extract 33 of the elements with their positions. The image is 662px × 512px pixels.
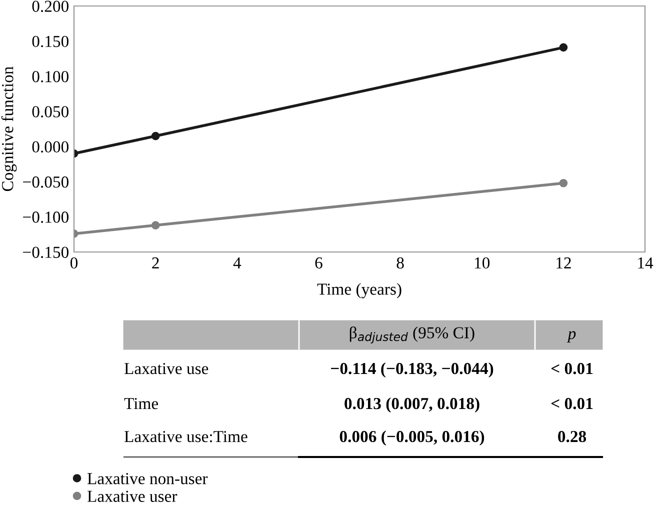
x-tick-label: 6 bbox=[315, 257, 322, 269]
x-tick-label: 4 bbox=[233, 257, 242, 268]
y-tick-label: 0.100 bbox=[32, 70, 69, 82]
text: β$_{adjusted}$ (95% CI) bbox=[350, 326, 474, 344]
y-tick-label: −0.050 bbox=[23, 176, 69, 188]
x-tick-label: 14 bbox=[638, 257, 654, 268]
text: Laxative use:Time bbox=[124, 430, 248, 442]
y-tick-label: 0.050 bbox=[32, 106, 69, 118]
y-tick-label: 0.150 bbox=[32, 36, 69, 48]
text: Time bbox=[124, 398, 158, 410]
text: < 0.01 bbox=[551, 398, 593, 410]
text: 0.006 (−0.005, 0.016) bbox=[340, 430, 484, 446]
y-tick-label: 0.000 bbox=[32, 141, 69, 153]
legend-label: Laxative non-user bbox=[87, 473, 208, 484]
text: 0.28 bbox=[558, 430, 586, 442]
text: −0.114 (−0.183, −0.044) bbox=[331, 362, 494, 378]
text: < 0.01 bbox=[551, 362, 593, 374]
text: 0.013 (0.007, 0.018) bbox=[344, 397, 480, 413]
point bbox=[559, 43, 568, 52]
x-tick-label: 2 bbox=[152, 257, 159, 268]
x-tick-label: 8 bbox=[396, 257, 404, 269]
point bbox=[559, 178, 568, 188]
y-axis-title: Cognitive function bbox=[1, 66, 17, 192]
text: Laxative use bbox=[124, 362, 208, 374]
x-axis-title: Time (years) bbox=[317, 283, 402, 298]
y-tick-label: −0.150 bbox=[23, 246, 69, 258]
legend-label: Laxative user bbox=[87, 490, 178, 502]
x-tick-label: 0 bbox=[70, 257, 78, 269]
x-tick-label: 12 bbox=[556, 257, 571, 268]
y-tick-label: −0.100 bbox=[23, 212, 69, 223]
y-tick-label: 0.200 bbox=[32, 0, 69, 12]
x-tick-label: 10 bbox=[474, 257, 490, 269]
text: p bbox=[566, 331, 576, 343]
